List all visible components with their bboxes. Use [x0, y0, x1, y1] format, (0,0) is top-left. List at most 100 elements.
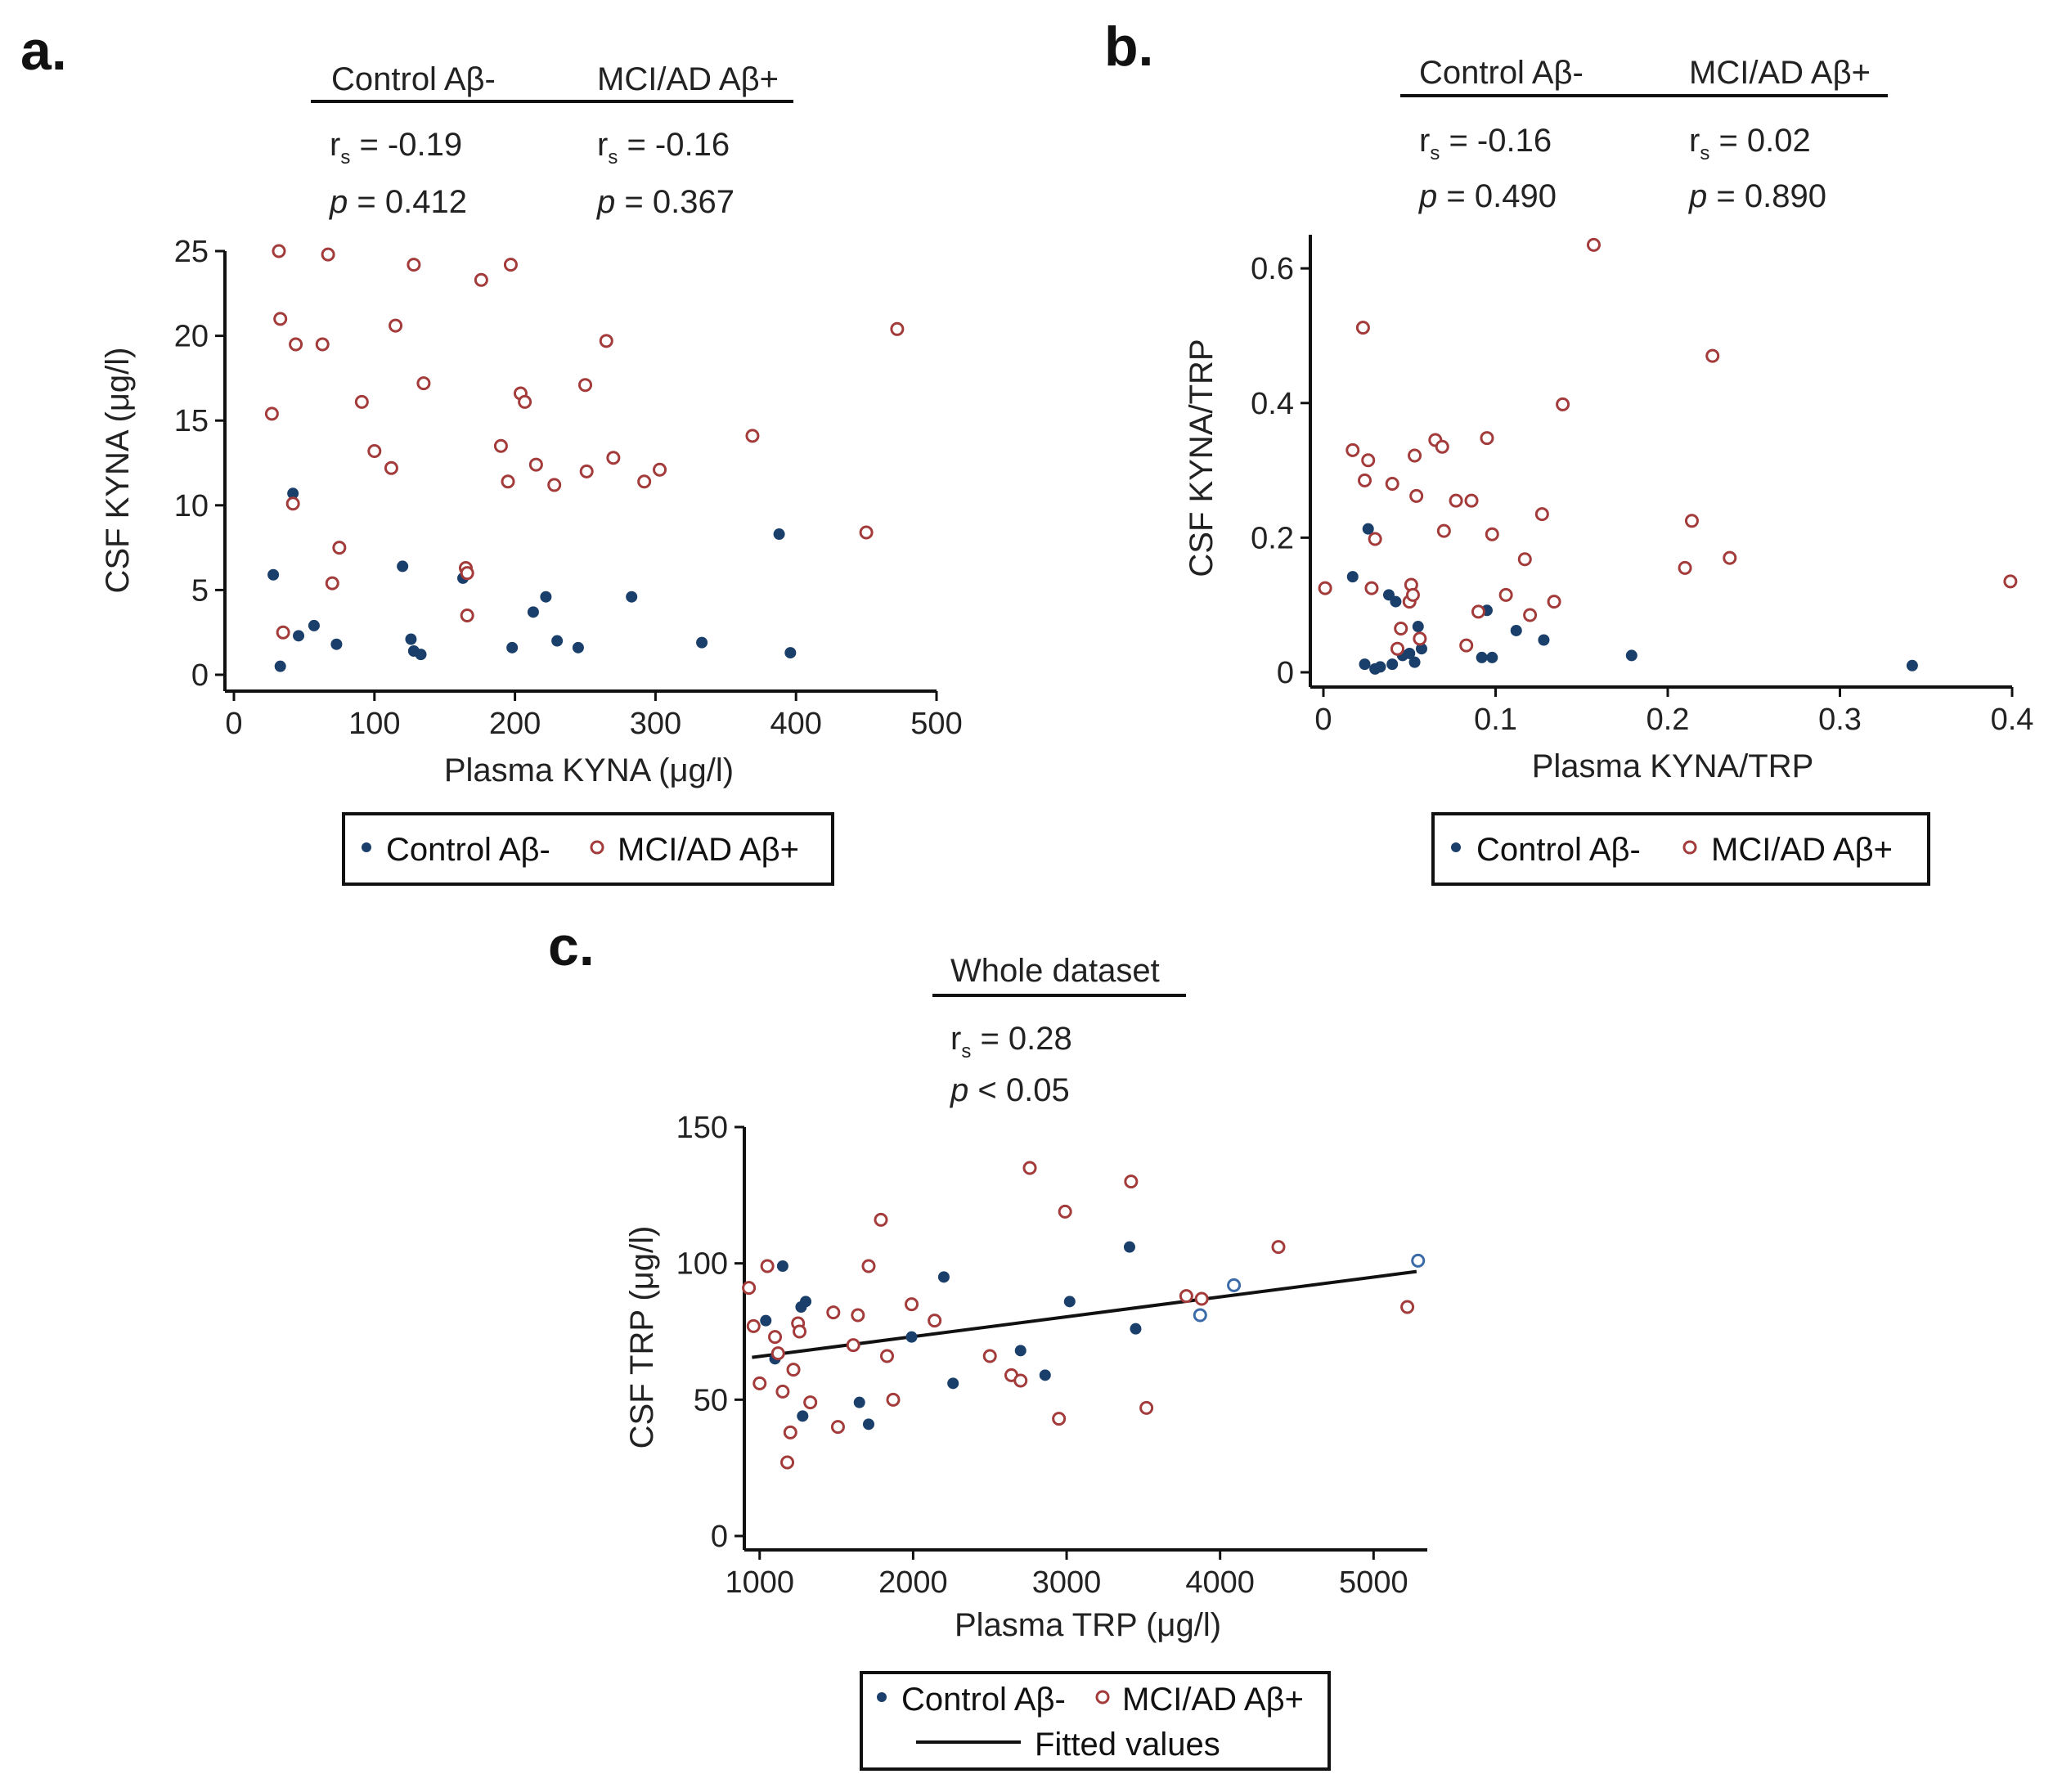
data-point-mci [1271, 1240, 1286, 1255]
data-point-control [1346, 571, 1359, 583]
data-point-mci [783, 1425, 797, 1439]
y-axis-label: CSF TRP (μg/l) [624, 1226, 660, 1449]
data-point-control [1404, 647, 1416, 659]
data-point-control [1193, 1308, 1207, 1323]
legend: Control Aβ- MCI/AD Aβ+ [1431, 812, 1930, 886]
x-tick-label: 500 [910, 707, 962, 741]
legend: Control Aβ- MCI/AD Aβ+ [342, 812, 834, 886]
stat-rs: rs = 0.28 [950, 1021, 1072, 1062]
data-point-mci [1408, 448, 1422, 463]
data-point-mci [1385, 477, 1399, 492]
y-tick-label: 0 [191, 658, 209, 693]
data-point-mci [1058, 1204, 1072, 1219]
panel-b: b. Control Aβ- MCI/AD Aβ+ rs = -0.16 p =… [1104, 16, 2034, 886]
data-point-mci [1556, 397, 1570, 411]
x-tick-label: 300 [630, 707, 681, 741]
y-tick-label: 15 [174, 404, 209, 438]
data-point-mci [768, 1330, 783, 1345]
data-point-control [1486, 651, 1498, 663]
data-point-mci [746, 1318, 761, 1333]
data-point-control [551, 635, 564, 647]
data-point-control [1014, 1345, 1026, 1357]
data-point-mci [1586, 237, 1601, 252]
data-point-mci [1022, 1161, 1037, 1175]
y-axis-label: CSF KYNA/TRP [1184, 339, 1220, 577]
data-point-mci [886, 1392, 901, 1407]
x-tick-label: 0 [1314, 703, 1332, 737]
legend-label: Control Aβ- [1476, 832, 1641, 868]
stat-header: MCI/AD Aβ+ [1689, 55, 1871, 91]
data-point-control [760, 1314, 772, 1327]
x-tick-label: 2000 [878, 1565, 948, 1600]
data-point-mci [1364, 581, 1379, 595]
data-point-mci [1394, 622, 1408, 636]
data-point-control [308, 619, 320, 631]
data-point-mci [742, 1281, 757, 1296]
data-point-mci [1318, 581, 1332, 595]
x-tick-label: 0.4 [1991, 703, 2034, 737]
data-point-control [330, 638, 343, 650]
data-point-mci [1498, 587, 1513, 602]
data-point-mci [460, 608, 474, 622]
data-point-mci [780, 1455, 795, 1470]
data-point-control [696, 636, 708, 649]
legend-marker-mci [590, 840, 604, 855]
legend-marker-control [877, 1692, 887, 1702]
data-point-mci [745, 429, 760, 443]
data-point-mci [760, 1259, 775, 1273]
data-point-mci [880, 1349, 895, 1363]
data-point-mci [528, 457, 543, 472]
stat-rs: rs = -0.19 [330, 127, 462, 168]
y-tick-label: 5 [191, 573, 209, 608]
data-point-mci [1517, 552, 1532, 567]
data-point-mci [861, 1259, 876, 1273]
data-point-control [540, 591, 552, 603]
data-point-mci [1684, 514, 1699, 528]
data-point-mci [1464, 493, 1479, 508]
legend-box [1431, 812, 1930, 886]
panel-label: c. [548, 915, 595, 977]
data-point-control [1411, 1253, 1426, 1268]
data-point-control [293, 630, 305, 642]
data-point-mci [2003, 574, 2018, 589]
x-tick-label: 100 [348, 707, 400, 741]
data-point-mci [384, 460, 398, 475]
x-tick-label: 400 [770, 707, 821, 741]
data-point-control [937, 1271, 950, 1283]
data-point-control [1386, 658, 1399, 671]
data-point-control [1063, 1296, 1076, 1308]
x-tick-label: 5000 [1339, 1565, 1408, 1600]
data-point-mci [332, 541, 347, 555]
data-point-mci [928, 1314, 942, 1328]
stat-p: p = 0.367 [596, 184, 734, 220]
data-point-mci [1436, 523, 1451, 538]
data-point-control [776, 1260, 788, 1272]
panel-c: c. Whole dataset rs = 0.28 p < 0.05 1000… [548, 915, 1427, 1771]
data-point-control [800, 1296, 812, 1308]
legend-box [860, 1671, 1331, 1771]
fitted-line [752, 1269, 1417, 1359]
y-tick-label: 100 [676, 1247, 728, 1282]
data-point-control [1906, 659, 1918, 671]
data-point-mci [1678, 560, 1692, 575]
y-tick-label: 25 [174, 235, 209, 269]
data-point-mci [653, 462, 667, 477]
data-point-control [405, 633, 417, 645]
stat-p: p < 0.05 [950, 1072, 1070, 1108]
stat-p: p = 0.412 [329, 184, 467, 220]
stat-header: Control Aβ- [1419, 55, 1584, 91]
data-point-mci [503, 258, 518, 272]
data-point-control [1408, 656, 1421, 668]
y-tick-label: 50 [694, 1383, 728, 1417]
data-point-mci [786, 1363, 801, 1377]
data-point-mci [1400, 1300, 1415, 1314]
data-point-control [626, 591, 638, 603]
panel-a: a. Control Aβ- MCI/AD Aβ+ rs = -0.19 p =… [20, 20, 963, 886]
data-point-control [1510, 624, 1522, 636]
legend-label: Control Aβ- [901, 1682, 1066, 1718]
data-point-mci [606, 451, 621, 465]
data-point-mci [1124, 1174, 1139, 1189]
chart-area: 0 100 200 300 400 500 0 5 10 15 20 25 [174, 235, 963, 741]
data-point-mci [1345, 442, 1360, 457]
